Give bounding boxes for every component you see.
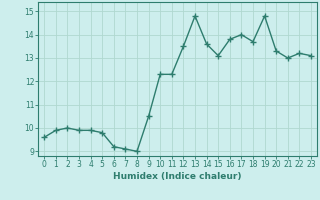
X-axis label: Humidex (Indice chaleur): Humidex (Indice chaleur) <box>113 172 242 181</box>
